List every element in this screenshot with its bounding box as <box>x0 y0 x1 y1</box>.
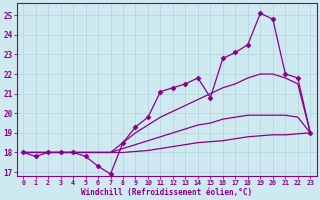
X-axis label: Windchill (Refroidissement éolien,°C): Windchill (Refroidissement éolien,°C) <box>81 188 252 197</box>
